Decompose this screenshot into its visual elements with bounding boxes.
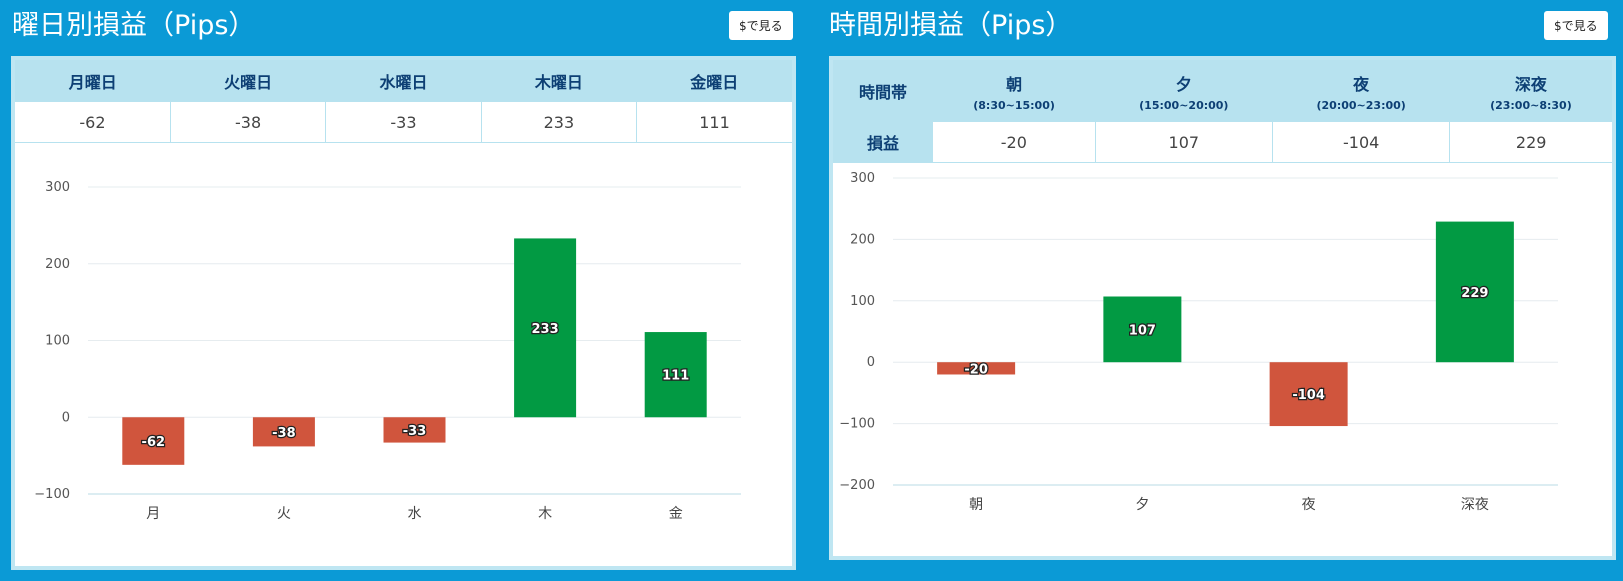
y-tick-label: 300 xyxy=(850,171,875,186)
bar-data-label: 233 xyxy=(532,322,559,337)
weekday-header: 木曜日 xyxy=(481,60,637,102)
timeslot-header-range: (20:00~23:00) xyxy=(1316,98,1406,112)
x-tick-label: 深夜 xyxy=(1461,497,1489,513)
weekday-header: 水曜日 xyxy=(325,60,482,102)
timeslot-header-name: 朝 xyxy=(1006,74,1023,94)
bar xyxy=(383,417,446,443)
bar xyxy=(514,238,577,418)
timeslot-value: -104 xyxy=(1272,122,1451,163)
x-tick-label: 木 xyxy=(538,506,552,522)
bar xyxy=(252,417,315,447)
weekday-header: 金曜日 xyxy=(636,60,792,102)
bar-data-label: 229 xyxy=(1461,286,1488,301)
bar xyxy=(937,362,1016,375)
weekday-table: 月曜日 火曜日 水曜日 木曜日 金曜日 -62 -38 -33 233 111 xyxy=(15,60,792,143)
y-tick-label: 100 xyxy=(850,294,875,309)
weekday-usd-button[interactable]: $で見る xyxy=(729,11,793,40)
timeslot-header: 朝 (8:30~15:00) xyxy=(933,60,1096,122)
x-tick-label: 水 xyxy=(408,506,422,522)
y-tick-label: 200 xyxy=(850,232,875,247)
timeslot-header-name: 深夜 xyxy=(1514,74,1547,94)
timeslot-header-name: 夕 xyxy=(1175,74,1192,94)
y-tick-label: −100 xyxy=(839,417,875,432)
y-tick-label: −200 xyxy=(839,478,875,493)
bar-data-label: -33 xyxy=(403,424,427,439)
y-tick-label: 100 xyxy=(45,334,70,349)
timeslot-value: 107 xyxy=(1095,122,1273,163)
weekday-value: -33 xyxy=(325,102,482,143)
timeslot-header: 深夜 (23:00~8:30) xyxy=(1449,60,1612,122)
x-tick-label: 夜 xyxy=(1302,497,1316,513)
timeslot-header-range: (23:00~8:30) xyxy=(1490,98,1572,112)
timeslot-table: 時間帯 朝 (8:30~15:00) 夕 (15:00~20:00) 夜 (20… xyxy=(833,60,1612,163)
timeslot-corner-label: 時間帯 xyxy=(833,60,933,122)
x-tick-label: 夕 xyxy=(1135,497,1149,513)
bar xyxy=(644,332,707,418)
weekday-title: 曜日別損益（Pips） xyxy=(12,10,256,41)
weekday-header: 月曜日 xyxy=(15,60,171,102)
timeslot-row-label: 損益 xyxy=(833,122,933,163)
weekday-value: 111 xyxy=(636,102,792,143)
weekday-value: -62 xyxy=(15,102,171,143)
weekday-panel: 曜日別損益（Pips） $で見る 月曜日 火曜日 水曜日 木曜日 金曜日 -62 xyxy=(0,0,803,581)
bar-data-label: -104 xyxy=(1292,388,1325,403)
bar-data-label: -62 xyxy=(142,435,166,450)
timeslot-bar-chart: 300 200 100 0 −100 −200 -20 朝 107 夕 -104 夜 229 深夜 xyxy=(839,171,1558,513)
timeslot-card: 時間帯 朝 (8:30~15:00) 夕 (15:00~20:00) 夜 (20… xyxy=(829,56,1616,560)
timeslot-header: 夜 (20:00~23:00) xyxy=(1272,60,1450,122)
weekday-value: 233 xyxy=(481,102,638,143)
x-tick-label: 金 xyxy=(669,506,683,522)
timeslot-header-range: (8:30~15:00) xyxy=(973,98,1055,112)
timeslot-value: 229 xyxy=(1449,122,1612,163)
x-tick-label: 朝 xyxy=(969,497,983,513)
weekday-card: 月曜日 火曜日 水曜日 木曜日 金曜日 -62 -38 -33 233 111 xyxy=(11,56,796,570)
weekday-value: -38 xyxy=(170,102,327,143)
bar-data-label: -38 xyxy=(272,426,296,441)
bar-data-label: 107 xyxy=(1129,323,1156,338)
timeslot-header-name: 夜 xyxy=(1353,74,1370,94)
x-tick-label: 月 xyxy=(146,506,160,522)
y-tick-label: 200 xyxy=(45,257,70,272)
bar xyxy=(1435,221,1514,363)
bar xyxy=(1103,296,1182,363)
y-tick-label: −100 xyxy=(34,487,70,502)
y-tick-label: 0 xyxy=(867,355,875,370)
timeslot-panel: 時間別損益（Pips） $で見る 時間帯 朝 (8:30~15:00) 夕 (1… xyxy=(817,0,1623,581)
y-tick-label: 300 xyxy=(45,180,70,195)
weekday-bar-chart: 300 200 100 0 −100 -62 月 -38 火 -33 水 233 木 111 金 xyxy=(34,180,741,522)
bar-data-label: 111 xyxy=(662,369,689,384)
timeslot-title: 時間別損益（Pips） xyxy=(829,10,1073,41)
x-tick-label: 火 xyxy=(277,506,291,522)
weekday-header: 火曜日 xyxy=(170,60,326,102)
bar xyxy=(122,417,185,465)
y-tick-label: 0 xyxy=(62,410,70,425)
timeslot-header: 夕 (15:00~20:00) xyxy=(1095,60,1273,122)
bar-data-label: -20 xyxy=(964,362,988,377)
timeslot-usd-button[interactable]: $で見る xyxy=(1544,11,1608,40)
timeslot-value: -20 xyxy=(933,122,1096,163)
bar xyxy=(1269,362,1348,427)
timeslot-header-range: (15:00~20:00) xyxy=(1139,98,1229,112)
